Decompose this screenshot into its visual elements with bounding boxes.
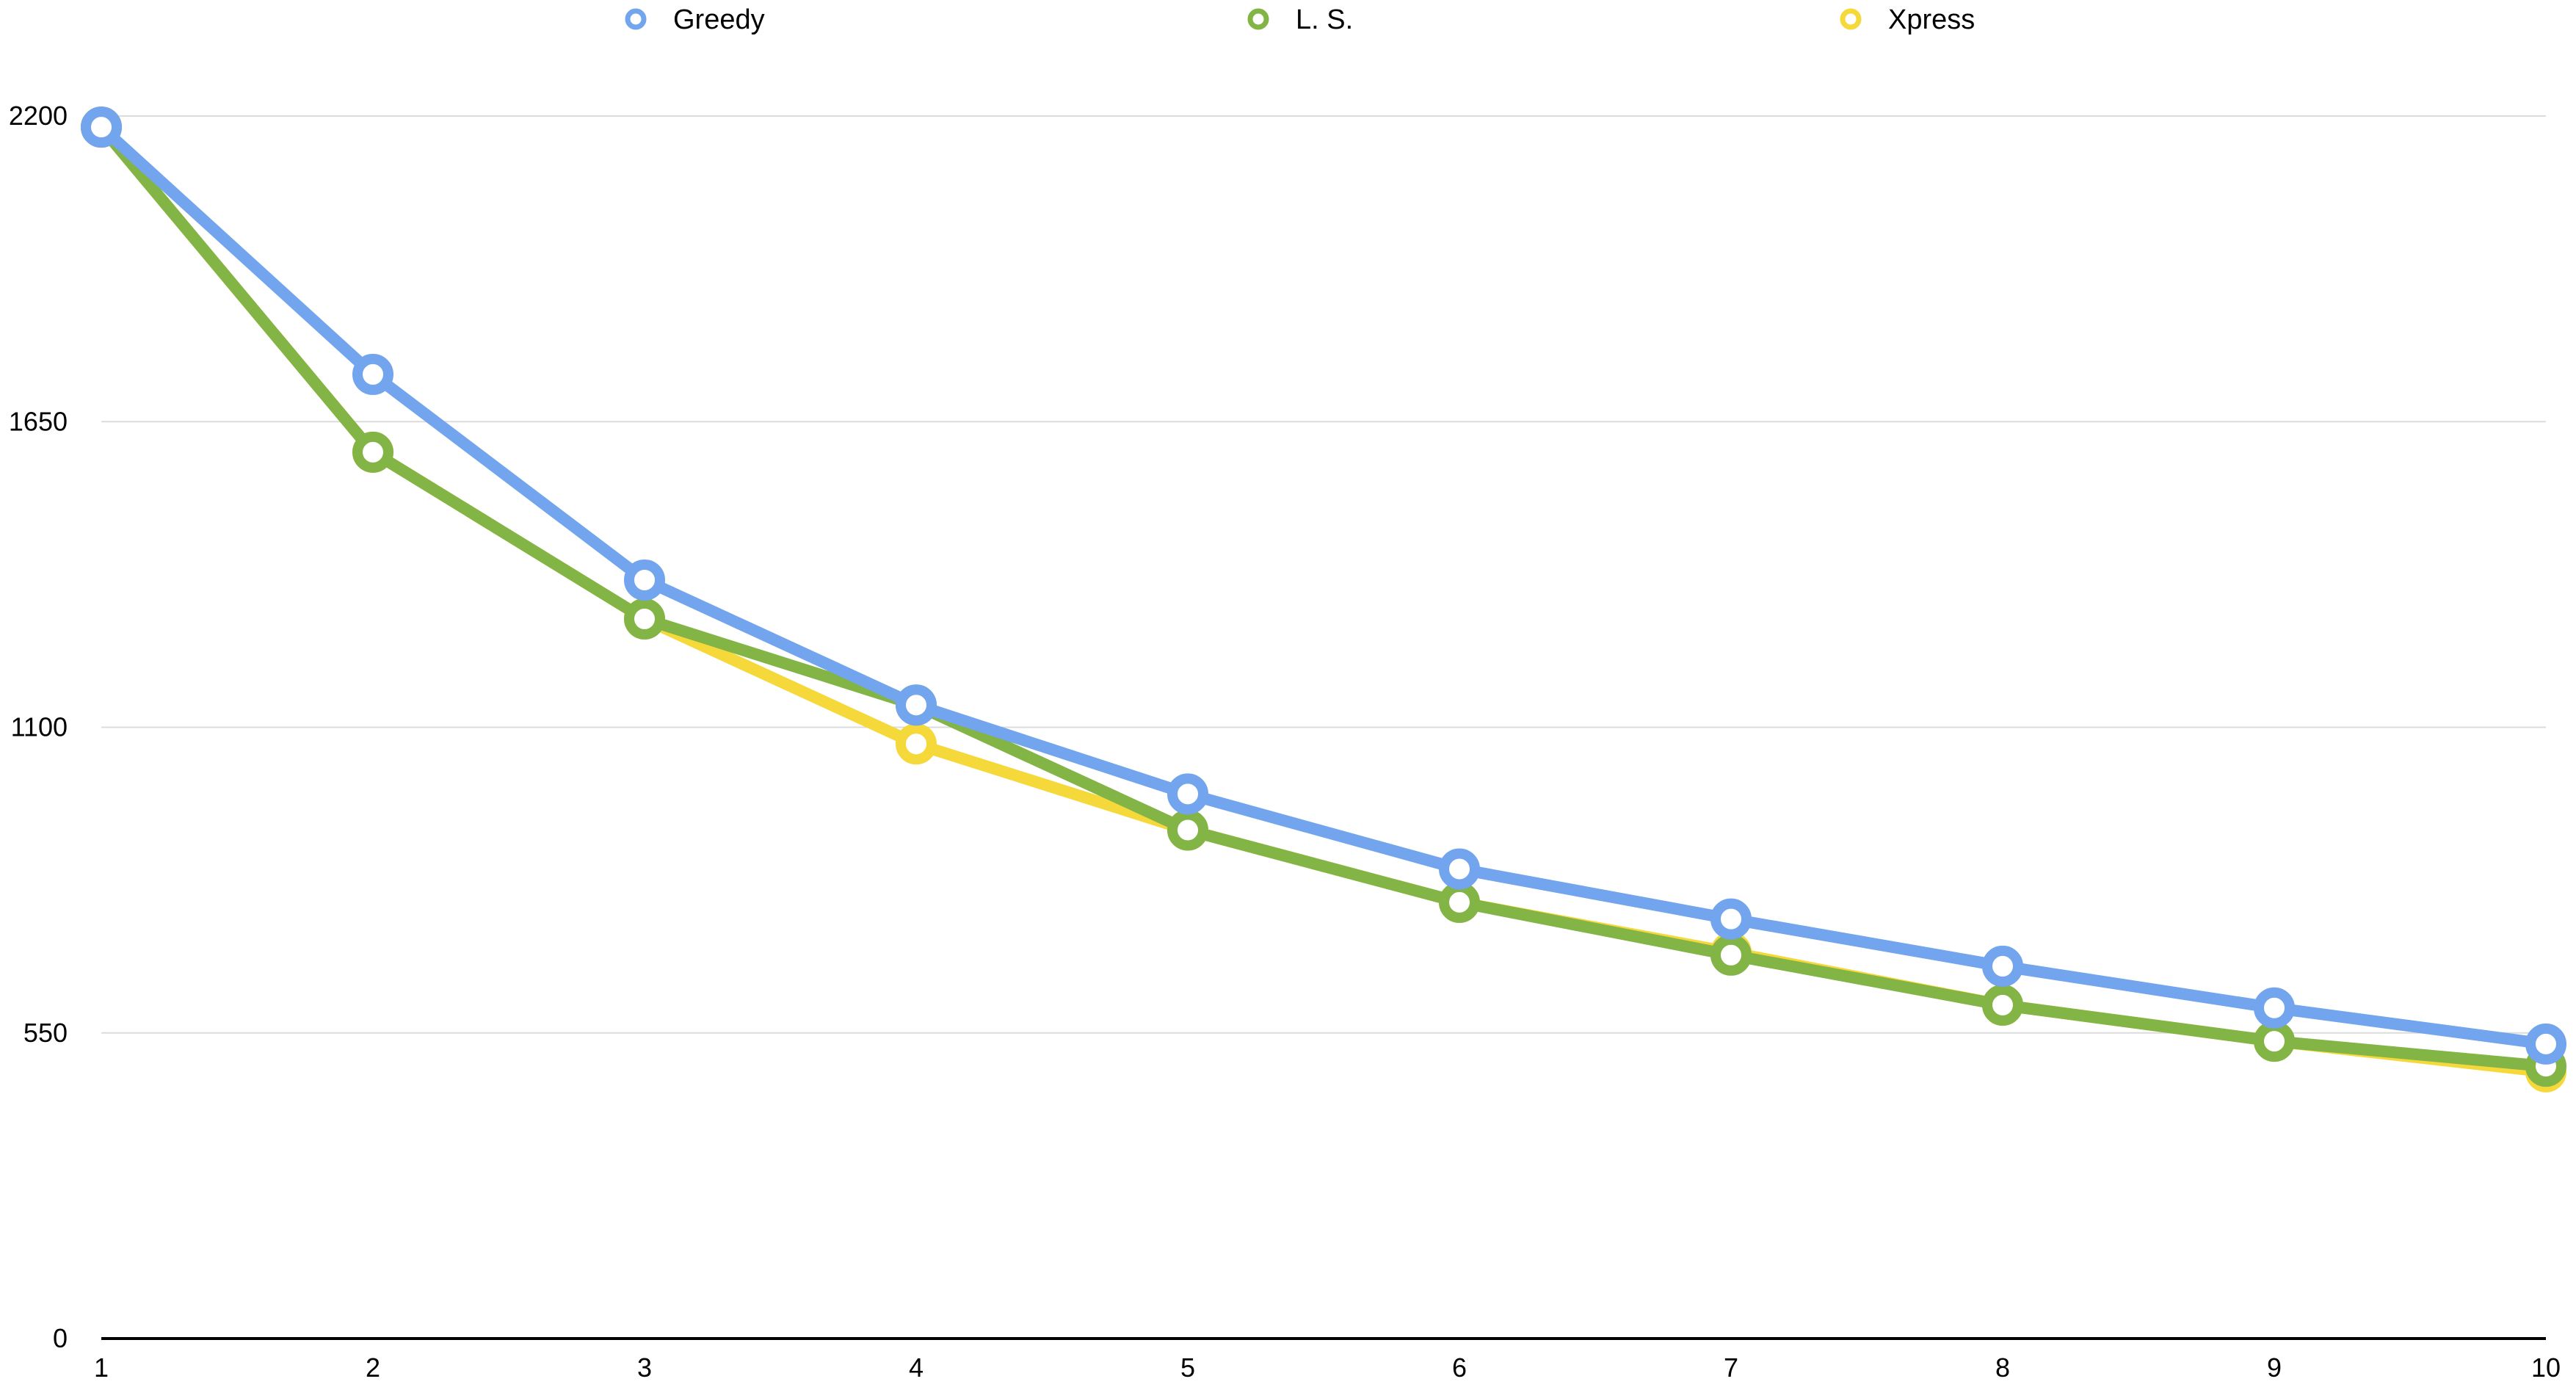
y-axis-tick-labels: 0 550 1100 1650 2200 [9,101,68,1353]
x-tick-label: 9 [2267,1352,2282,1383]
data-point [1710,898,1752,940]
legend-item: L. S. [1247,4,1353,35]
series-line [95,121,2552,1050]
data-point [896,684,937,726]
y-tick-label: 550 [23,1018,68,1048]
series-xpress [81,106,2566,1093]
x-tick-label: 2 [366,1352,380,1383]
x-tick-label: 3 [637,1352,652,1383]
legend-marker-icon [1247,8,1269,30]
data-point [2525,1023,2566,1065]
data-point [1982,984,2023,1026]
legend-label: Xpress [1888,4,1975,35]
series-greedy [81,106,2566,1065]
data-point [1982,945,2023,987]
gridlines [101,115,2546,1034]
data-point [81,106,122,148]
data-point [2254,987,2295,1029]
x-tick-label: 6 [1452,1352,1467,1383]
series-line [95,121,2552,1078]
x-tick-label: 8 [1995,1352,2010,1383]
x-tick-label: 1 [94,1352,109,1383]
data-point [352,431,393,473]
data-point [624,559,665,601]
y-tick-label: 1100 [11,712,68,742]
x-tick-label: 5 [1180,1352,1195,1383]
data-point [1167,773,1208,815]
data-point [1710,934,1752,976]
series-line [95,121,2552,1073]
legend-label: L. S. [1296,4,1353,35]
legend-marker-icon [625,8,647,30]
legend-marker-icon [1840,8,1862,30]
data-point [1439,848,1480,890]
x-tick-label: 7 [1724,1352,1738,1383]
data-point [1439,881,1480,923]
data-point [352,353,393,395]
legend-item: Greedy [625,4,765,35]
x-tick-label: 10 [2531,1352,2561,1383]
series-layer [81,106,2566,1093]
data-point [1167,809,1208,851]
legend-item: Xpress [1840,4,1975,35]
x-tick-label: 4 [909,1352,924,1383]
x-axis-tick-labels: 1 2 3 4 5 6 7 8 9 10 [94,1352,2561,1383]
data-point [624,598,665,640]
series-l-s [81,106,2566,1087]
y-tick-label: 0 [53,1323,68,1353]
y-tick-label: 1650 [9,406,68,436]
data-point [896,723,937,765]
legend-label: Greedy [673,4,765,35]
legend: Greedy L. S. Xpress [625,4,1975,35]
y-tick-label: 2200 [9,101,68,131]
data-point [2254,1021,2295,1062]
